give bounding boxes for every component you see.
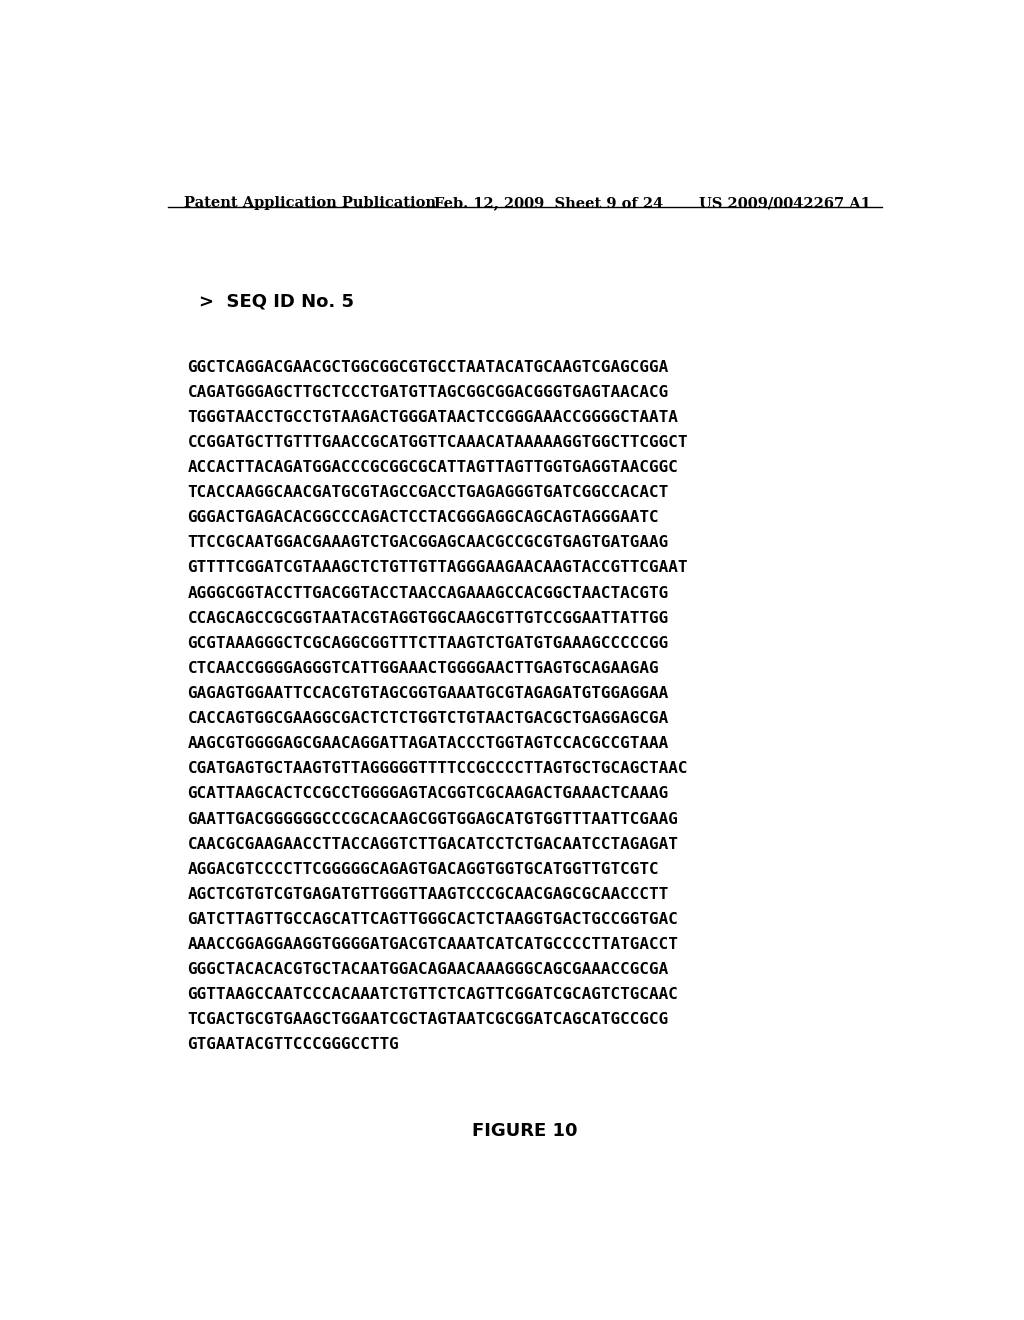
Text: GGCTCAGGACGAACGCTGGCGGCGTGCCTAATACATGCAAGTCGAGCGGA: GGCTCAGGACGAACGCTGGCGGCGTGCCTAATACATGCAA… <box>187 359 669 375</box>
Text: GAATTGACGGGGGGCCCGCACAAGCGGTGGAGCATGTGGTTTAATTCGAAG: GAATTGACGGGGGGCCCGCACAAGCGGTGGAGCATGTGGT… <box>187 812 678 826</box>
Text: AAGCGTGGGGAGCGAACAGGATTAGATACCCTGGTAGTCCACGCCGTAAA: AAGCGTGGGGAGCGAACAGGATTAGATACCCTGGTAGTCC… <box>187 737 669 751</box>
Text: TTCCGCAATGGACGAAAGTCTGACGGAGCAACGCCGCGTGAGTGATGAAG: TTCCGCAATGGACGAAAGTCTGACGGAGCAACGCCGCGTG… <box>187 536 669 550</box>
Text: GATCTTAGTTGCCAGCATTCAGTTGGGCACTCTAAGGTGACTGCCGGTGAC: GATCTTAGTTGCCAGCATTCAGTTGGGCACTCTAAGGTGA… <box>187 912 678 927</box>
Text: GCGTAAAGGGCTCGCAGGCGGTTTCTTAAGTCTGATGTGAAAGCCCCCGG: GCGTAAAGGGCTCGCAGGCGGTTTCTTAAGTCTGATGTGA… <box>187 636 669 651</box>
Text: TCGACTGCGTGAAGCTGGAATCGCTAGTAATCGCGGATCAGCATGCCGCG: TCGACTGCGTGAAGCTGGAATCGCTAGTAATCGCGGATCA… <box>187 1012 669 1027</box>
Text: GGTTAAGCCAATCCCACAAATCTGTTCTCAGTTCGGATCGCAGTCTGCAAC: GGTTAAGCCAATCCCACAAATCTGTTCTCAGTTCGGATCG… <box>187 987 678 1002</box>
Text: GCATTAAGCACTCCGCCTGGGGAGTACGGTCGCAAGACTGAAACTCAAAG: GCATTAAGCACTCCGCCTGGGGAGTACGGTCGCAAGACTG… <box>187 787 669 801</box>
Text: AGCTCGTGTCGTGAGATGTTGGGTTAAGTCCCGCAACGAGCGCAACCCTT: AGCTCGTGTCGTGAGATGTTGGGTTAAGTCCCGCAACGAG… <box>187 887 669 902</box>
Text: GGGACTGAGACACGGCCCAGACTCCTACGGGAGGCAGCAGTAGGGAATC: GGGACTGAGACACGGCCCAGACTCCTACGGGAGGCAGCAG… <box>187 511 659 525</box>
Text: FIGURE 10: FIGURE 10 <box>472 1122 578 1140</box>
Text: CCAGCAGCCGCGGTAATACGTAGGTGGCAAGCGTTGTCCGGAATTATTGG: CCAGCAGCCGCGGTAATACGTAGGTGGCAAGCGTTGTCCG… <box>187 611 669 626</box>
Text: Feb. 12, 2009  Sheet 9 of 24: Feb. 12, 2009 Sheet 9 of 24 <box>433 195 663 210</box>
Text: CACCAGTGGCGAAGGCGACTCTCTGGTCTGTAACTGACGCTGAGGAGCGA: CACCAGTGGCGAAGGCGACTCTCTGGTCTGTAACTGACGC… <box>187 711 669 726</box>
Text: CAACGCGAAGAACCTTACCAGGTCTTGACATCCTCTGACAATCCTAGAGAT: CAACGCGAAGAACCTTACCAGGTCTTGACATCCTCTGACA… <box>187 837 678 851</box>
Text: AGGACGTCCCCTTCGGGGGCAGAGTGACAGGTGGTGCATGGTTGTCGTC: AGGACGTCCCCTTCGGGGGCAGAGTGACAGGTGGTGCATG… <box>187 862 659 876</box>
Text: TCACCAAGGCAACGATGCGTAGCCGACCTGAGAGGGTGATCGGCCACACT: TCACCAAGGCAACGATGCGTAGCCGACCTGAGAGGGTGAT… <box>187 486 669 500</box>
Text: AAACCGGAGGAAGGTGGGGATGACGTCAAATCATCATGCCCCTTATGACCT: AAACCGGAGGAAGGTGGGGATGACGTCAAATCATCATGCC… <box>187 937 678 952</box>
Text: Patent Application Publication: Patent Application Publication <box>183 195 435 210</box>
Text: CGATGAGTGCTAAGTGTTAGGGGGTTTTCCGCCCCTTAGTGCTGCAGCTAAC: CGATGAGTGCTAAGTGTTAGGGGGTTTTCCGCCCCTTAGT… <box>187 762 688 776</box>
Text: >  SEQ ID No. 5: > SEQ ID No. 5 <box>200 293 354 310</box>
Text: CCGGATGCTTGTTTGAACCGCATGGTTCAAACATAAAAAGGTGGCTTCGGCT: CCGGATGCTTGTTTGAACCGCATGGTTCAAACATAAAAAG… <box>187 436 688 450</box>
Text: GTTTTCGGATCGTAAAGCTCTGTTGTTAGGGAAGAACAAGTACCGTTCGAAT: GTTTTCGGATCGTAAAGCTCTGTTGTTAGGGAAGAACAAG… <box>187 561 688 576</box>
Text: GGGCTACACACGTGCTACAATGGACAGAACAAAGGGCAGCGAAACCGCGA: GGGCTACACACGTGCTACAATGGACAGAACAAAGGGCAGC… <box>187 962 669 977</box>
Text: GAGAGTGGAATTCCACGTGTAGCGGTGAAATGCGTAGAGATGTGGAGGAA: GAGAGTGGAATTCCACGTGTAGCGGTGAAATGCGTAGAGA… <box>187 686 669 701</box>
Text: TGGGTAACCTGCCTGTAAGACTGGGATAACTCCGGGAAACCGGGGCTAATA: TGGGTAACCTGCCTGTAAGACTGGGATAACTCCGGGAAAC… <box>187 409 678 425</box>
Text: CTCAACCGGGGAGGGTCATTGGAAACTGGGGAACTTGAGTGCAGAAGAG: CTCAACCGGGGAGGGTCATTGGAAACTGGGGAACTTGAGT… <box>187 661 659 676</box>
Text: GTGAATACGTTCCCGGGCCTTG: GTGAATACGTTCCCGGGCCTTG <box>187 1038 399 1052</box>
Text: CAGATGGGAGCTTGCTCCCTGATGTTAGCGGCGGACGGGTGAGTAACACG: CAGATGGGAGCTTGCTCCCTGATGTTAGCGGCGGACGGGT… <box>187 384 669 400</box>
Text: AGGGCGGTACCTTGACGGTACCTAACCAGAAAGCCACGGCTAACTACGTG: AGGGCGGTACCTTGACGGTACCTAACCAGAAAGCCACGGC… <box>187 586 669 601</box>
Text: US 2009/0042267 A1: US 2009/0042267 A1 <box>699 195 871 210</box>
Text: ACCACTTACAGATGGACCCGCGGCGCATTAGTTAGTTGGTGAGGTAACGGC: ACCACTTACAGATGGACCCGCGGCGCATTAGTTAGTTGGT… <box>187 461 678 475</box>
